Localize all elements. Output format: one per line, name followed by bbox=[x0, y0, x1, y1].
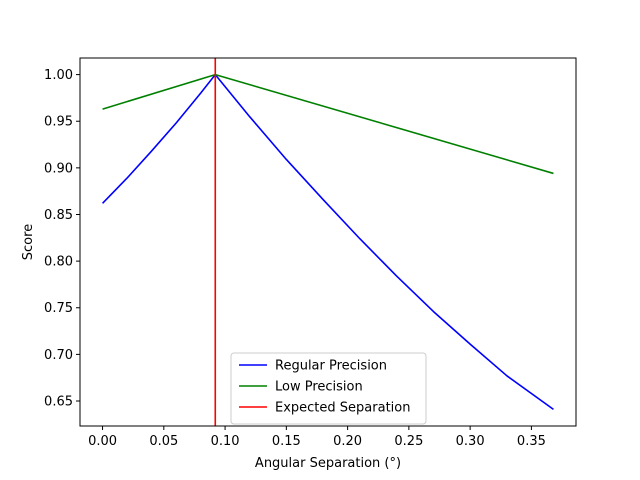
legend-label: Low Precision bbox=[275, 380, 363, 395]
y-tick-label: 0.80 bbox=[44, 255, 73, 270]
x-tick-label: 0.05 bbox=[149, 434, 178, 449]
y-axis-ticks: 0.65 0.70 0.75 0.80 0.85 0.90 0.95 1.00 bbox=[44, 68, 80, 410]
x-axis-label: Angular Separation (°) bbox=[255, 456, 401, 471]
legend-label: Regular Precision bbox=[275, 359, 387, 374]
plot-frame bbox=[79, 57, 577, 427]
x-tick-label: 0.00 bbox=[88, 434, 117, 449]
x-tick-label: 0.15 bbox=[272, 434, 301, 449]
series-line-0 bbox=[101, 73, 554, 411]
legend-label: Expected Separation bbox=[275, 401, 410, 416]
y-tick-label: 0.95 bbox=[44, 115, 73, 130]
x-axis-ticks: 0.00 0.05 0.10 0.15 0.20 0.25 0.30 0.35 bbox=[88, 426, 546, 449]
x-tick-label: 0.20 bbox=[333, 434, 362, 449]
x-tick-label: 0.35 bbox=[517, 434, 546, 449]
x-tick-label: 0.25 bbox=[394, 434, 423, 449]
y-tick-label: 0.70 bbox=[44, 348, 73, 363]
x-tick-label: 0.30 bbox=[456, 434, 485, 449]
y-axis-label: Score bbox=[21, 224, 36, 260]
y-tick-label: 0.65 bbox=[44, 395, 73, 410]
y-tick-label: 1.00 bbox=[44, 68, 73, 83]
legend: Regular Precision Low Precision Expected S… bbox=[230, 352, 427, 425]
y-tick-label: 0.85 bbox=[44, 208, 73, 223]
y-tick-label: 0.75 bbox=[44, 301, 73, 316]
x-tick-label: 0.10 bbox=[211, 434, 240, 449]
series-layer bbox=[101, 58, 554, 426]
y-tick-label: 0.90 bbox=[44, 161, 73, 176]
legend-box bbox=[230, 352, 427, 425]
